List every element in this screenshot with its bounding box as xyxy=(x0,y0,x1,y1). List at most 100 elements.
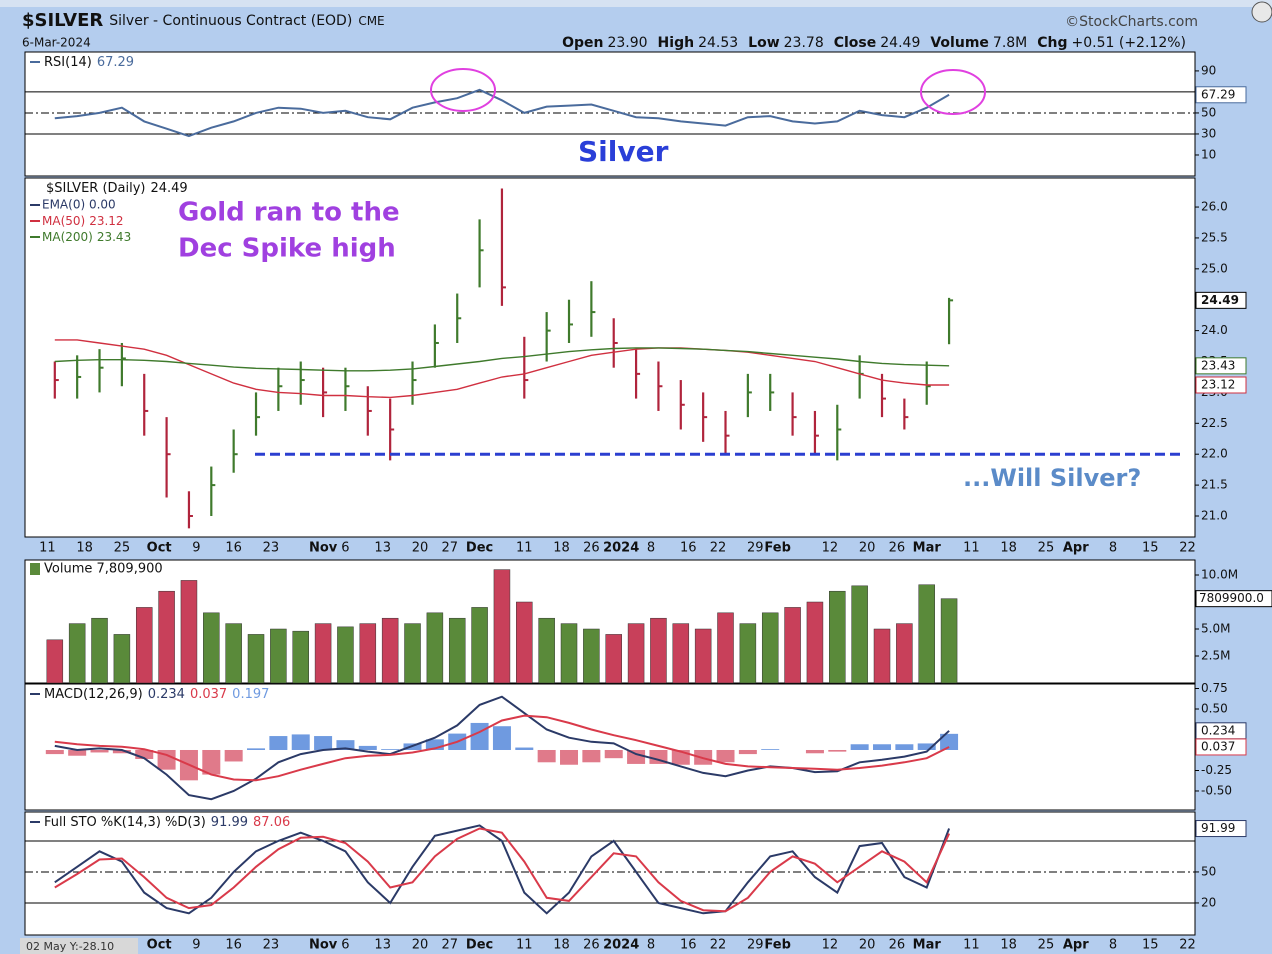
window-button[interactable] xyxy=(1251,1,1272,23)
legend-name: MACD(12,26,9) xyxy=(44,687,143,702)
y-tick-label: 50 xyxy=(1201,864,1216,878)
histogram-bar xyxy=(895,744,914,750)
volume-bar xyxy=(135,607,153,684)
quote-value: 24.53 xyxy=(698,35,738,51)
legend-value: 67.29 xyxy=(97,55,134,70)
value-box-label: 67.29 xyxy=(1201,87,1235,101)
legend-name: RSI(14) xyxy=(44,55,92,70)
value-box xyxy=(1195,291,1247,309)
x-tick-label: 18 xyxy=(553,938,570,953)
x-tick-label: Nov xyxy=(309,938,338,953)
volume-bar xyxy=(91,617,108,684)
x-tick-label: 13 xyxy=(374,938,391,953)
quote-key: Open xyxy=(562,35,603,51)
x-tick-label: 25 xyxy=(114,541,131,556)
value-box-label: 23.43 xyxy=(1201,358,1235,372)
x-tick-label: 29 xyxy=(747,541,764,556)
x-tick-label: 23 xyxy=(263,938,280,953)
y-tick-label: -0.25 xyxy=(1201,763,1232,777)
legend-entry: RSI(14) 67.29 xyxy=(44,55,134,70)
histogram-bar xyxy=(381,749,400,750)
volume-bar xyxy=(404,623,421,684)
y-tick-label: 0.50 xyxy=(1201,702,1228,716)
x-tick-label: 9 xyxy=(192,938,200,953)
histogram-bar xyxy=(269,736,288,750)
legend-value: 87.06 xyxy=(253,815,290,830)
quote-value: 23.90 xyxy=(607,35,647,51)
volume-bar xyxy=(583,628,600,684)
y-tick-label: 21.0 xyxy=(1201,508,1228,522)
x-tick-label: 12 xyxy=(822,938,839,953)
histogram-bar xyxy=(90,749,109,753)
volume-bar xyxy=(225,623,242,684)
histogram-bar xyxy=(917,743,936,750)
histogram-bar xyxy=(314,736,333,750)
value-box xyxy=(1195,820,1247,838)
x-tick-label: Feb xyxy=(764,938,790,953)
value-box-label: 0.234 xyxy=(1201,723,1235,737)
y-tick-label: 5.0M xyxy=(1201,622,1230,636)
value-box-label: 0.037 xyxy=(1201,739,1235,753)
indicator-line xyxy=(54,88,950,138)
legend-entry: Volume 7,809,900 xyxy=(44,562,163,577)
legend-entry: MA(50) 23.12 xyxy=(42,214,124,228)
volume-bar xyxy=(538,617,555,684)
histogram-bar xyxy=(336,740,355,750)
x-tick-label: 29 xyxy=(747,938,764,953)
volume-bar xyxy=(292,630,309,684)
x-tick-label: 20 xyxy=(859,938,876,953)
x-tick-label: 26 xyxy=(583,541,600,556)
legend-entry: Full STO %K(14,3) %D(3) 91.99 87.06 xyxy=(44,815,290,830)
value-box xyxy=(1195,590,1272,608)
y-tick-label: 90 xyxy=(1201,63,1216,77)
volume-bar xyxy=(806,601,824,684)
x-tick-label: 8 xyxy=(1109,938,1117,953)
histogram-bar xyxy=(805,749,824,754)
x-tick-label: 11 xyxy=(963,938,980,953)
histogram-bar xyxy=(761,749,780,750)
volume-bar xyxy=(426,612,444,684)
quote-key: Close xyxy=(834,35,877,51)
histogram-bar xyxy=(716,749,735,763)
legend-name: MA(50) xyxy=(42,214,85,228)
x-tick-label: 26 xyxy=(583,938,600,953)
histogram-bar xyxy=(202,749,221,775)
x-tick-label: 16 xyxy=(680,541,697,556)
y-tick-label: 25.0 xyxy=(1201,261,1228,275)
volume-bar xyxy=(940,598,958,684)
y-tick-label: 26.0 xyxy=(1201,200,1228,214)
quote-value: 7.8M xyxy=(993,35,1027,51)
x-tick-label: Mar xyxy=(913,541,942,556)
volume-bar xyxy=(68,623,86,684)
volume-bar xyxy=(471,607,488,684)
annotation: ...Will Silver? xyxy=(963,464,1141,492)
histogram-bar xyxy=(112,749,131,754)
value-box-label: 23.12 xyxy=(1201,377,1235,391)
x-tick-label: 8 xyxy=(647,541,655,556)
cursor-readout: 02 May Y:-28.10 xyxy=(26,940,114,953)
value-box-label: 91.99 xyxy=(1201,821,1235,835)
legend-value: 0.037 xyxy=(190,687,227,702)
volume-bar xyxy=(180,580,198,684)
x-tick-label: 15 xyxy=(1142,938,1159,953)
x-tick-label: 25 xyxy=(1038,541,1055,556)
x-tick-label: 27 xyxy=(442,541,459,556)
legend-entry: $SILVER (Daily) 24.49 xyxy=(46,181,188,196)
legend-name: $SILVER (Daily) xyxy=(46,181,145,196)
x-tick-label: 16 xyxy=(680,938,697,953)
panel xyxy=(24,51,1196,177)
top-strip xyxy=(0,0,1272,7)
x-tick-label: 22 xyxy=(710,541,727,556)
volume-bar xyxy=(829,590,846,684)
histogram-bar xyxy=(828,749,847,752)
instrument-name: Silver - Continuous Contract (EOD) xyxy=(109,13,352,29)
cursor-box xyxy=(20,938,138,954)
volume-bar xyxy=(694,628,712,684)
y-tick-label: 10 xyxy=(1201,147,1216,161)
annotation: Silver xyxy=(578,135,669,168)
x-tick-label: Nov xyxy=(309,541,338,556)
volume-bar xyxy=(918,584,935,684)
volume-bar xyxy=(761,612,779,684)
histogram-bar xyxy=(515,747,534,750)
highlight-circle xyxy=(430,68,496,112)
